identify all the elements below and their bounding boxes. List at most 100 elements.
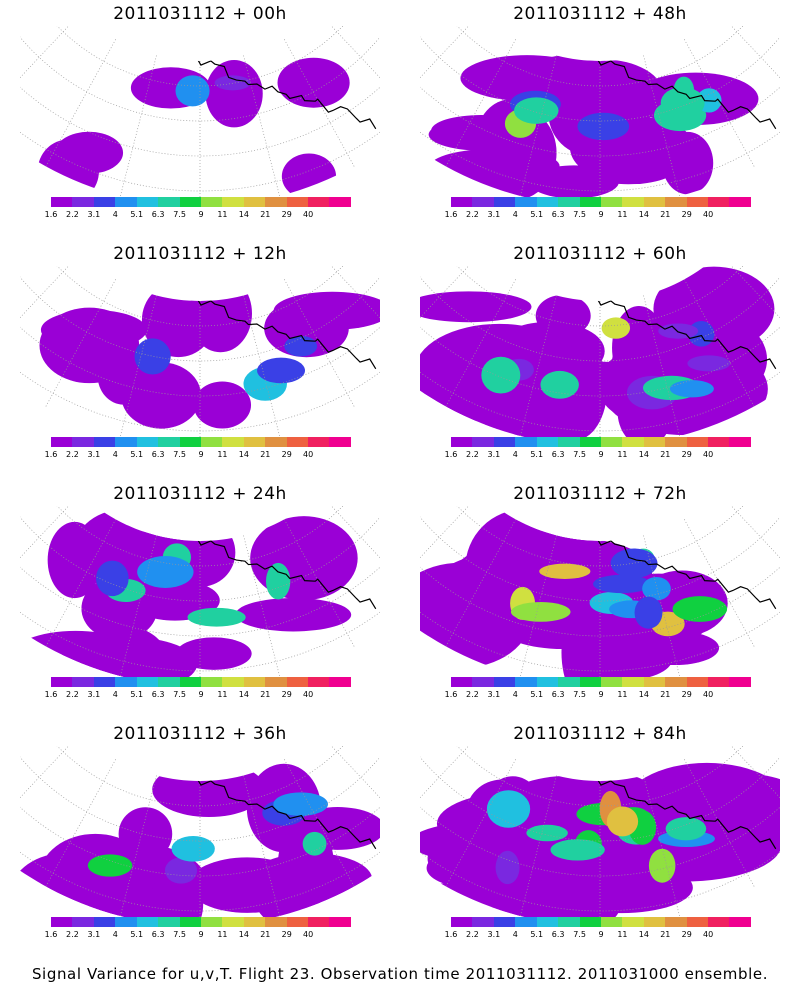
colorbar-label: 40 <box>703 930 714 939</box>
variance-region <box>550 839 605 861</box>
variance-region <box>141 282 215 358</box>
colorbar-swatch <box>643 677 666 687</box>
variance-region <box>526 824 568 842</box>
colorbar-label: 1.6 <box>44 930 58 939</box>
colorbar-label: 21 <box>660 690 671 699</box>
variance-region <box>606 806 639 837</box>
colorbar-label: 9 <box>598 450 604 459</box>
colorbar-swatch <box>200 437 223 447</box>
colorbar-swatch <box>308 197 330 207</box>
colorbar-swatch <box>579 917 601 927</box>
colorbar-swatch <box>136 437 159 447</box>
colorbar-swatch <box>451 917 473 927</box>
colorbar-label: 14 <box>638 210 649 219</box>
colorbar-label: 5.1 <box>530 930 544 939</box>
colorbar-label: 40 <box>303 930 314 939</box>
variance-region <box>420 291 532 323</box>
colorbar-swatch <box>286 917 309 927</box>
colorbar-label: 14 <box>638 930 649 939</box>
colorbar-label: 5.1 <box>530 450 544 459</box>
colorbar-label: 2.2 <box>66 690 79 699</box>
colorbar-label: 11 <box>217 930 228 939</box>
colorbar-labels: 1.6 2.2 3.1 4 5.1 6.3 7.5 9 11 14 21 29 40 <box>45 450 351 460</box>
colorbar-swatch <box>600 197 623 207</box>
colorbar-labels: 1.6 2.2 3.1 4 5.1 6.3 7.5 9 11 14 21 29 40 <box>445 690 751 700</box>
colorbar-label: 1.6 <box>44 690 58 699</box>
colorbar-swatch <box>600 677 623 687</box>
graticule <box>420 26 780 201</box>
colorbar <box>451 197 751 207</box>
variance-region <box>542 59 664 131</box>
colorbar-label: 14 <box>238 930 249 939</box>
colorbar-swatch <box>93 197 116 207</box>
variance-region <box>642 576 671 601</box>
colorbar-swatch <box>686 197 709 207</box>
colorbar-label: 4 <box>112 210 118 219</box>
colorbar-swatch <box>686 917 709 927</box>
forecast-panel: 2011031112 + 36h 1.6 2.2 3.1 4 5.1 6.3 7.5 9 11 14… <box>5 720 395 960</box>
colorbar-swatch <box>536 677 559 687</box>
variance-region <box>665 817 707 841</box>
variance-region <box>205 59 263 128</box>
colorbar-label: 11 <box>217 690 228 699</box>
colorbar-swatch <box>222 677 244 687</box>
colorbar-swatch <box>515 197 537 207</box>
variance-region <box>281 153 337 200</box>
colorbar-label: 7.5 <box>573 450 586 459</box>
colorbar-label: 7.5 <box>173 930 186 939</box>
colorbar-swatch <box>200 677 223 687</box>
colorbar-label: 40 <box>303 450 314 459</box>
graticule <box>20 266 380 441</box>
colorbar-swatch <box>158 677 180 687</box>
colorbar-label: 6.3 <box>151 690 165 699</box>
colorbar-label: 6.3 <box>151 210 165 219</box>
colorbar-label: 3.1 <box>87 450 101 459</box>
colorbar-label: 21 <box>660 930 671 939</box>
colorbar-swatch <box>115 677 137 687</box>
colorbar-label: 3.1 <box>87 210 101 219</box>
colorbar-swatch <box>515 917 537 927</box>
variance-region <box>495 850 520 885</box>
variance-region <box>678 773 780 814</box>
variance-region <box>176 637 252 670</box>
colorbar-label: 3.1 <box>487 930 501 939</box>
colorbar-label: 9 <box>598 210 604 219</box>
colorbar-swatch <box>515 437 537 447</box>
colorbar-label: 6.3 <box>551 930 565 939</box>
colorbar-swatch <box>493 197 516 207</box>
colorbar-label: 9 <box>198 210 204 219</box>
colorbar-swatch <box>200 197 223 207</box>
polar-map <box>20 506 380 681</box>
variance-region <box>164 857 198 884</box>
panel-title: 2011031112 + 12h <box>113 244 287 264</box>
colorbar-swatch <box>136 677 159 687</box>
colorbar-label: 14 <box>638 690 649 699</box>
colorbar-swatch <box>708 437 730 447</box>
colorbar-swatch <box>451 197 473 207</box>
forecast-panel: 2011031112 + 12h 1.6 2.2 3.1 4 5.1 6.3 7.5 9 11 14… <box>5 240 395 480</box>
colorbar-swatch <box>665 437 687 447</box>
colorbar-label: 5.1 <box>130 690 144 699</box>
colorbar-swatch <box>93 677 116 687</box>
colorbar-label: 29 <box>281 450 292 459</box>
colorbar-labels: 1.6 2.2 3.1 4 5.1 6.3 7.5 9 11 14 21 29 40 <box>45 210 351 220</box>
colorbar <box>451 437 751 447</box>
colorbar <box>51 437 351 447</box>
colorbar-label: 11 <box>217 450 228 459</box>
colorbar-label: 29 <box>681 450 692 459</box>
colorbar-swatch <box>665 917 687 927</box>
colorbar-swatch <box>329 437 351 447</box>
colorbar-swatch <box>72 197 94 207</box>
variance-region <box>660 86 705 120</box>
colorbar-label: 4 <box>512 450 518 459</box>
coastline <box>569 285 777 370</box>
colorbar-swatch <box>265 917 287 927</box>
forecast-panel: 2011031112 + 60h 1.6 2.2 3.1 4 5.1 6.3 7.5 9 11 14… <box>405 240 795 480</box>
colorbar-swatch <box>115 437 137 447</box>
colorbar <box>51 677 351 687</box>
variance-region <box>137 556 194 588</box>
colorbar-label: 3.1 <box>487 450 501 459</box>
colorbar-swatch <box>558 917 580 927</box>
panel-title: 2011031112 + 84h <box>513 724 687 744</box>
colorbar-label: 6.3 <box>551 690 565 699</box>
